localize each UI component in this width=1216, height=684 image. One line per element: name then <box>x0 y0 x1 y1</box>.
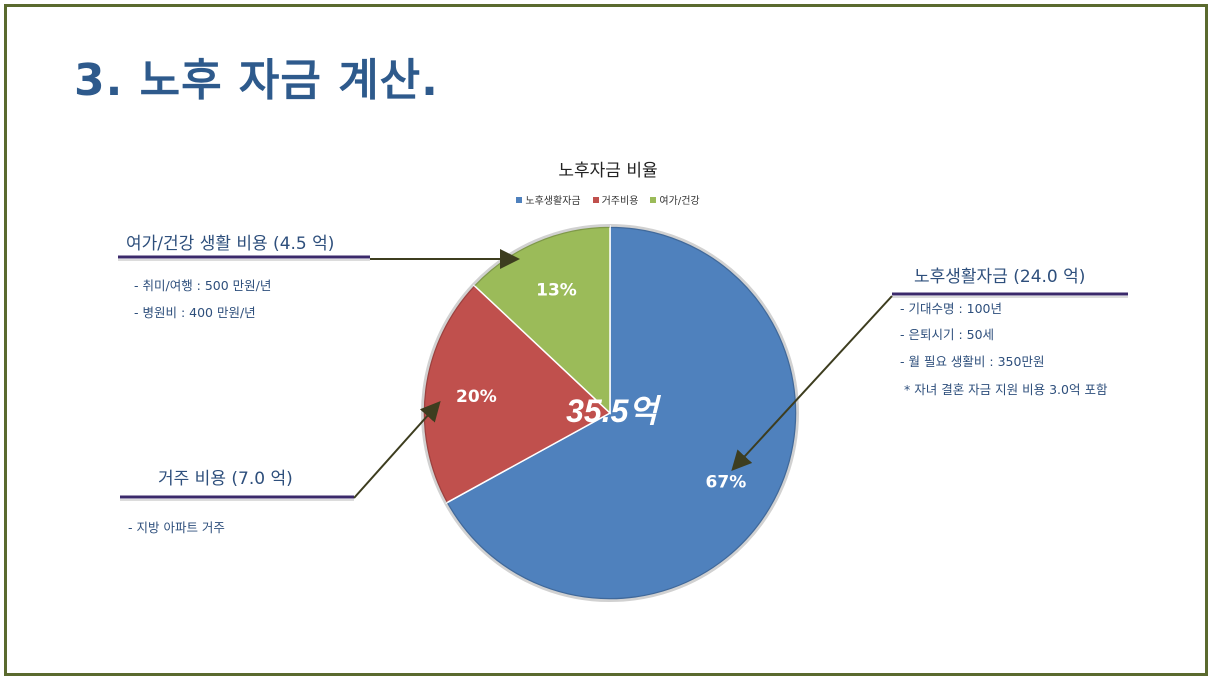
living-item-monthly-cost: - 월 필요 생활비 : 350만원 <box>900 354 1045 369</box>
leisure-item-hospital: - 병원비 : 400 만원/년 <box>134 305 256 320</box>
pie-slices <box>421 224 799 602</box>
legend-item-living: 노후생활자금 <box>516 192 581 207</box>
leisure-title: 여가/건강 생활 비용 (4.5 억) <box>126 234 335 254</box>
legend-label: 거주비용 <box>601 196 639 207</box>
pie-slice-labels: 67% 20% 13% <box>456 280 746 492</box>
pie-slice-rim <box>421 283 476 505</box>
pie-slice-rim <box>444 224 799 602</box>
housing-item-apartment: - 지방 아파트 거주 <box>128 520 225 535</box>
living-item-wedding-note: * 자녀 결혼 자금 지원 비용 3.0억 포함 <box>904 382 1108 397</box>
legend-swatch <box>650 196 657 203</box>
page-title: 3. 노후 자금 계산. <box>74 55 439 106</box>
legend-swatch <box>592 196 599 203</box>
annotation-underlines <box>118 255 1128 501</box>
chart-title: 노후자금 비율 <box>558 161 658 181</box>
living-title: 노후생활자금 (24.0 억) <box>914 267 1086 287</box>
pie-slice-rim <box>472 224 611 287</box>
pie-center-total: 35.5억 <box>566 393 661 429</box>
pie-slice-0 <box>445 225 798 601</box>
legend-swatch <box>516 196 523 203</box>
chart-legend: 노후생활자금 거주비용 여가/건강 <box>0 192 1216 207</box>
pie-slice-1 <box>422 283 612 505</box>
living-item-retirement: - 은퇴시기 : 50세 <box>900 327 995 342</box>
legend-item-leisure: 여가/건강 <box>650 192 700 207</box>
pie-slice-label: 13% <box>536 280 577 300</box>
legend-item-housing: 거주비용 <box>592 192 639 207</box>
living-arrow <box>731 295 893 471</box>
legend-label: 노후생활자금 <box>525 196 581 207</box>
legend-label: 여가/건강 <box>659 196 700 207</box>
pie-slice-label: 20% <box>456 387 497 407</box>
leader-arrows <box>353 249 893 499</box>
pie-slice-label: 67% <box>706 473 747 493</box>
pie-slice-2 <box>472 225 611 415</box>
leisure-item-hobby: - 취미/여행 : 500 만원/년 <box>134 278 272 293</box>
slide-frame <box>4 4 1208 676</box>
housing-arrow <box>353 401 441 499</box>
living-item-lifespan: - 기대수명 : 100년 <box>900 301 1003 316</box>
housing-title: 거주 비용 (7.0 억) <box>158 469 293 489</box>
